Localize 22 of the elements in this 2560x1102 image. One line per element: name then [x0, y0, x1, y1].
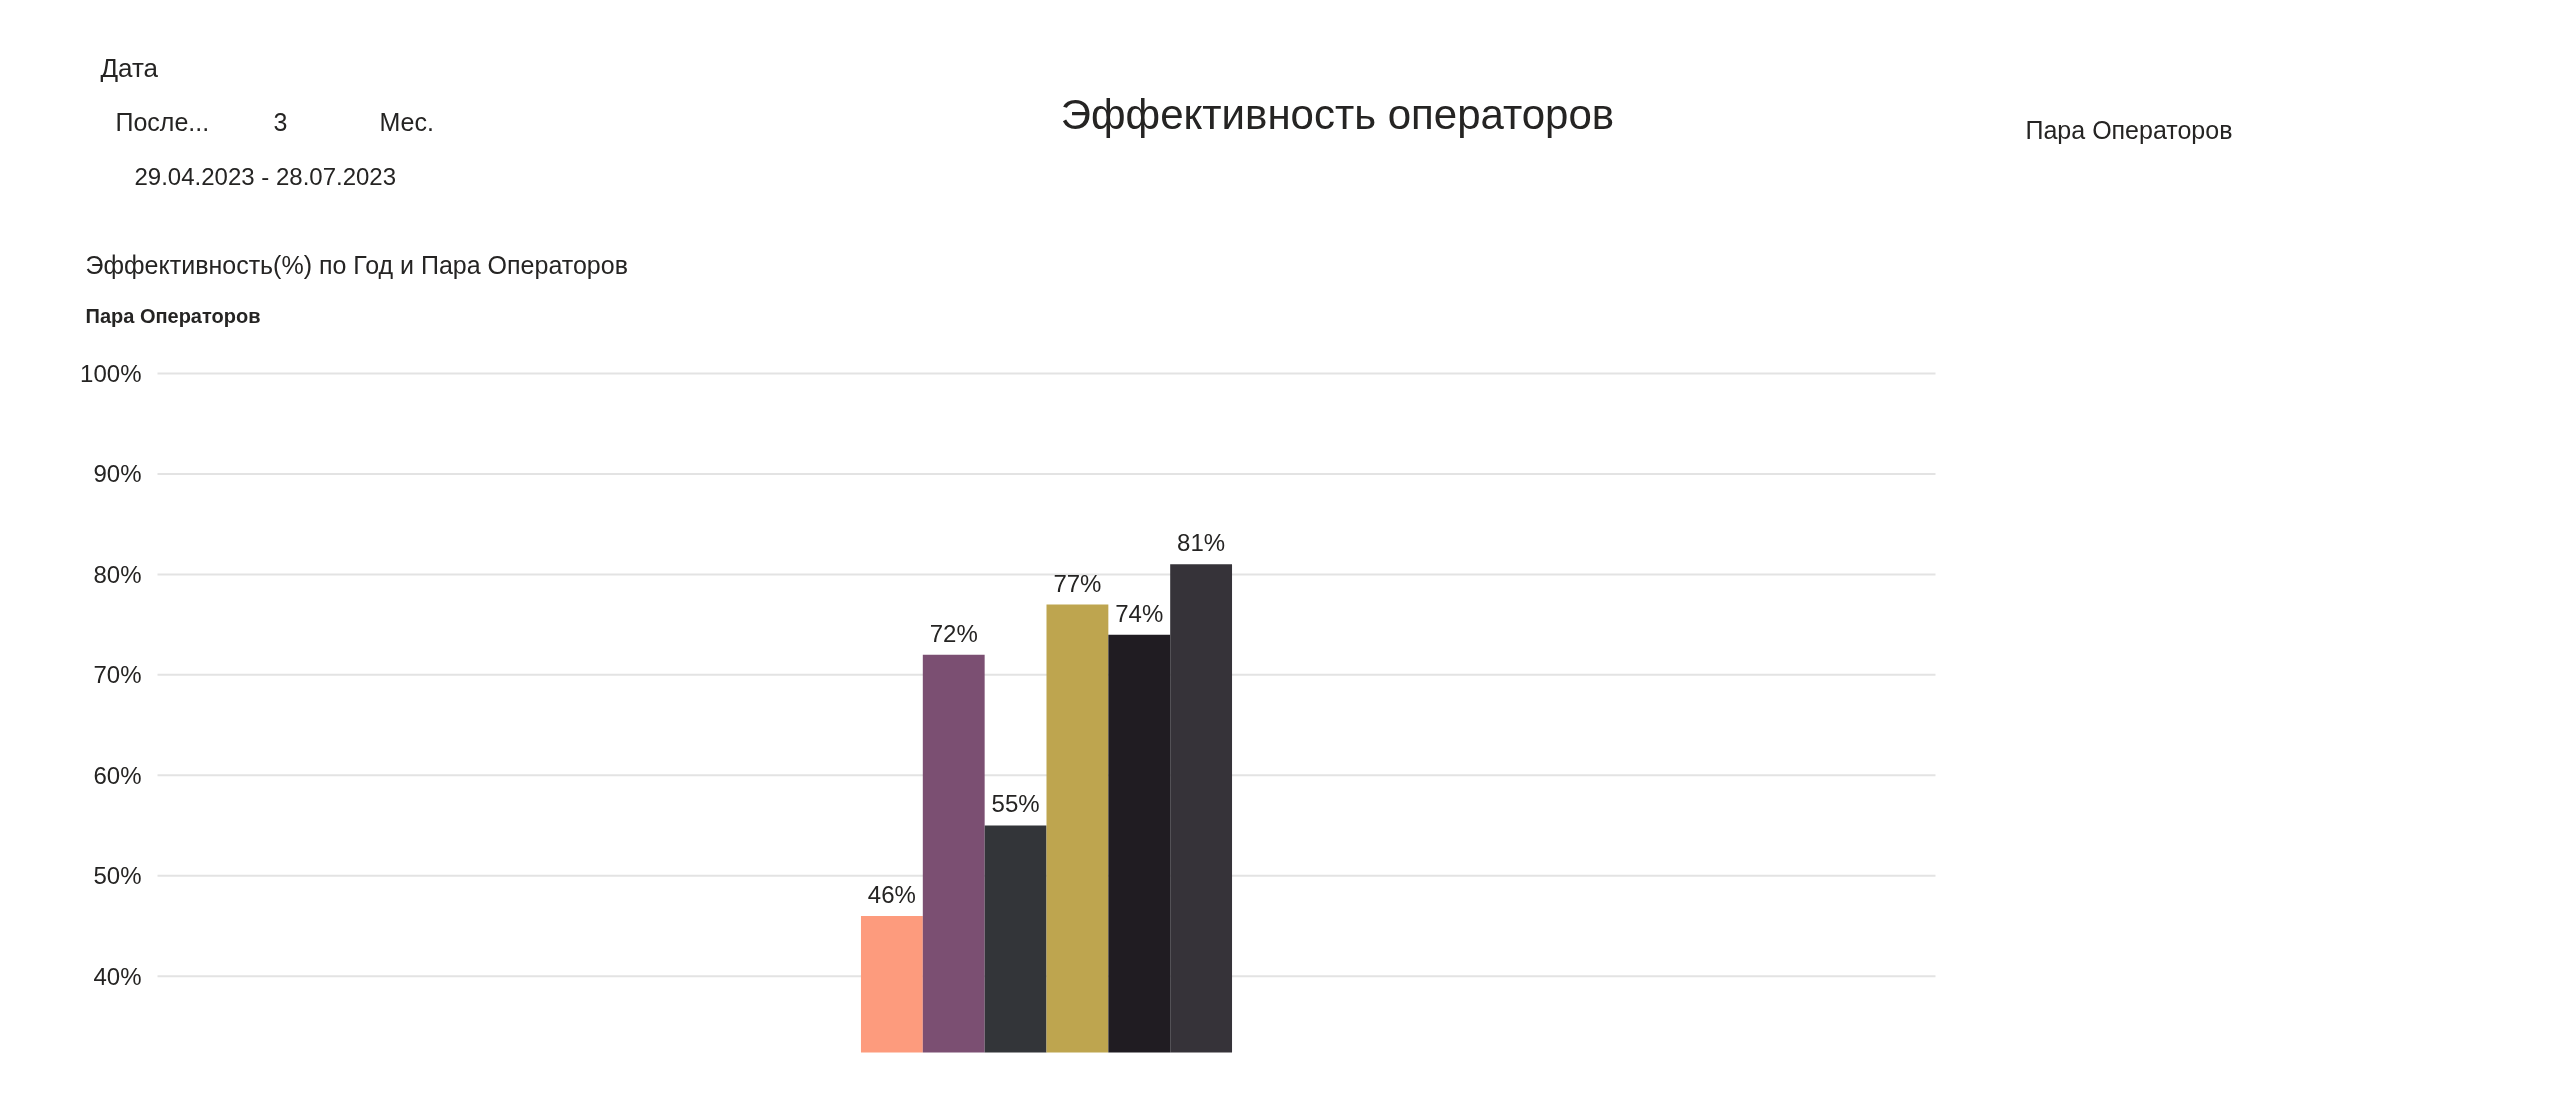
text: Мес.: [379, 107, 434, 136]
chart-subtitle: Эффективность(%) по Год и Пара Операторов: [85, 250, 628, 279]
y-tick-label: 60%: [93, 761, 142, 789]
y-tick-label: 80%: [93, 560, 142, 588]
legend-title: Пара Операторов: [85, 304, 261, 327]
y-tick-label: 70%: [93, 661, 142, 689]
y-tick-label: 100%: [80, 360, 142, 387]
text: 29.04.2023 - 28.07.2023: [134, 163, 397, 190]
y-tick-label: 40%: [93, 962, 142, 990]
data-label: 81%: [1177, 529, 1226, 557]
data-label: 72%: [929, 619, 978, 647]
text: Пара Операторов: [2025, 115, 2233, 144]
y-tick-label: 90%: [93, 460, 142, 488]
data-label: 74%: [1115, 599, 1164, 627]
data-label: 46%: [867, 880, 916, 908]
y-tick-label: 50%: [93, 862, 142, 890]
data-label: 77%: [1053, 569, 1102, 597]
chart-title: Эффективность операторов: [1060, 91, 1615, 138]
text: 3: [273, 107, 288, 136]
data-label: 55%: [991, 790, 1040, 818]
text: Дата: [100, 52, 159, 83]
text: После...: [115, 107, 210, 136]
